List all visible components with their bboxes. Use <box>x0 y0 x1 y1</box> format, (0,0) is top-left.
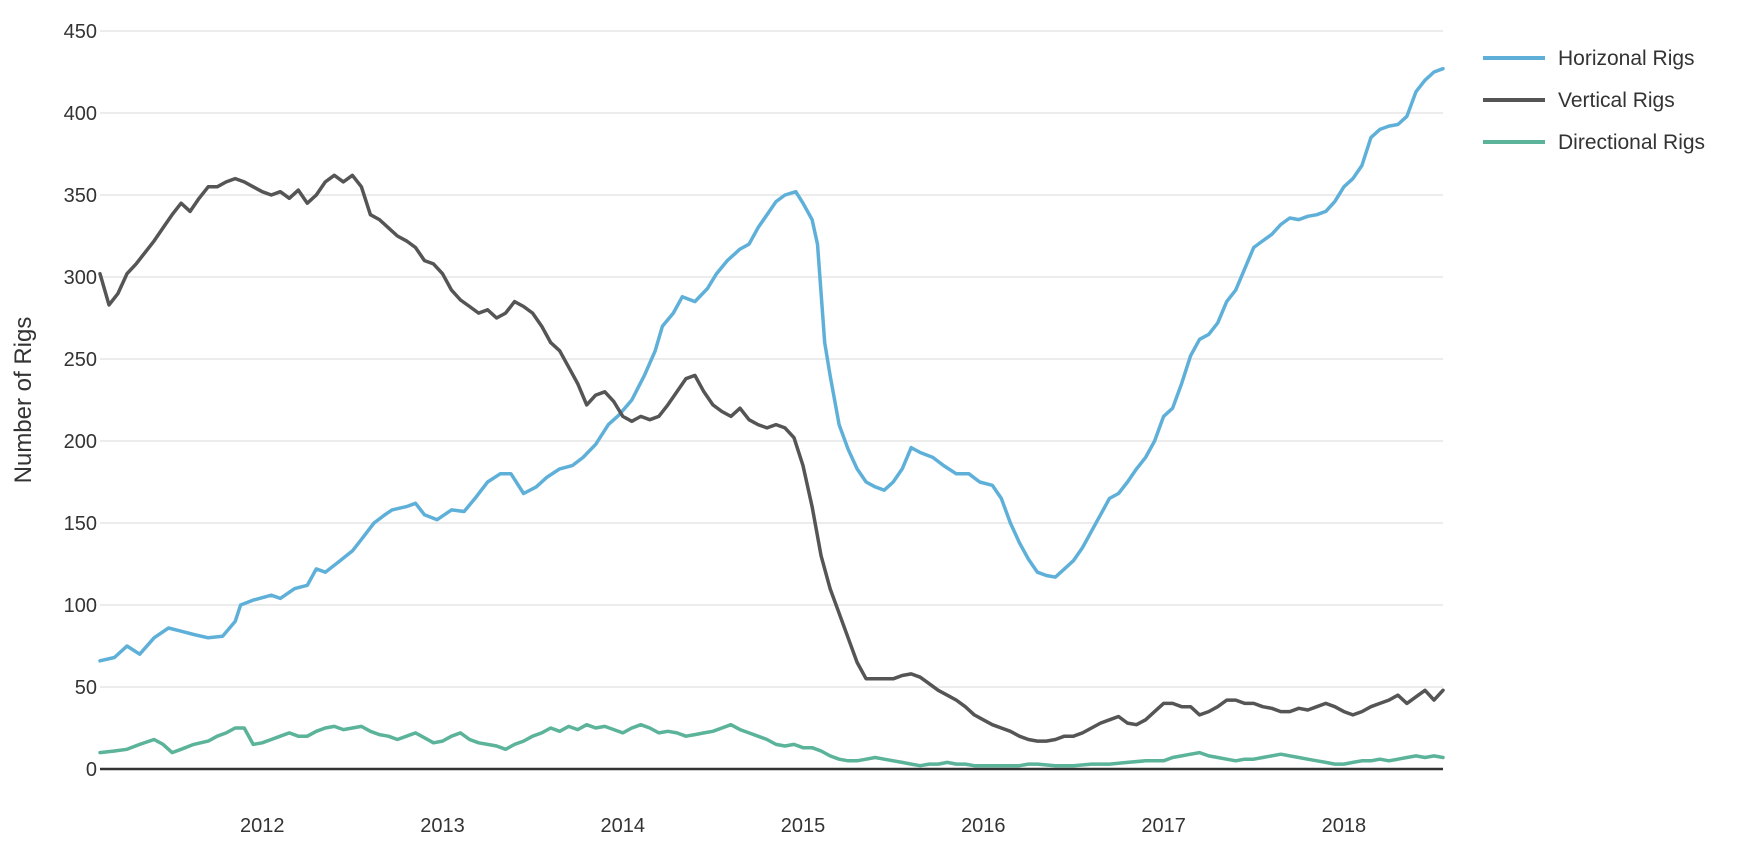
legend-label[interactable]: Vertical Rigs <box>1558 89 1675 112</box>
x-tick-label: 2016 <box>961 815 1006 837</box>
x-tick-label: 2018 <box>1322 815 1367 837</box>
series-line-2 <box>98 173 1445 743</box>
legend-label[interactable]: Directional Rigs <box>1558 131 1705 154</box>
y-tick-label: 100 <box>64 595 97 617</box>
y-tick-label: 350 <box>64 185 97 207</box>
series-line-1 <box>98 66 1445 663</box>
y-tick-label: 50 <box>75 677 97 699</box>
legend: Horizonal Rigs Vertical Rigs Directional R… <box>1483 47 1705 154</box>
x-tick-label: 2013 <box>420 815 465 837</box>
y-tick-label: 300 <box>64 267 97 289</box>
series-line-3 <box>98 722 1445 768</box>
x-tick-label: 2012 <box>240 815 285 837</box>
y-tick-label: 250 <box>64 349 97 371</box>
x-tick-label: 2014 <box>601 815 646 837</box>
legend-label[interactable]: Horizonal Rigs <box>1558 47 1695 70</box>
y-tick-label: 0 <box>86 759 97 781</box>
y-tick-label: 450 <box>64 21 97 43</box>
x-tick-label: 2015 <box>781 815 826 837</box>
y-tick-label: 200 <box>64 431 97 453</box>
y-axis-title: Number of Rigs <box>10 317 37 484</box>
series-lines <box>98 66 1445 768</box>
axes: Number of Rigs 0 50 100 150 200 250 300 350 400 4… <box>10 21 1443 837</box>
x-tick-label: 2017 <box>1141 815 1186 837</box>
y-tick-label: 400 <box>64 103 97 125</box>
y-tick-label: 150 <box>64 513 97 535</box>
grid-lines <box>100 30 1443 688</box>
